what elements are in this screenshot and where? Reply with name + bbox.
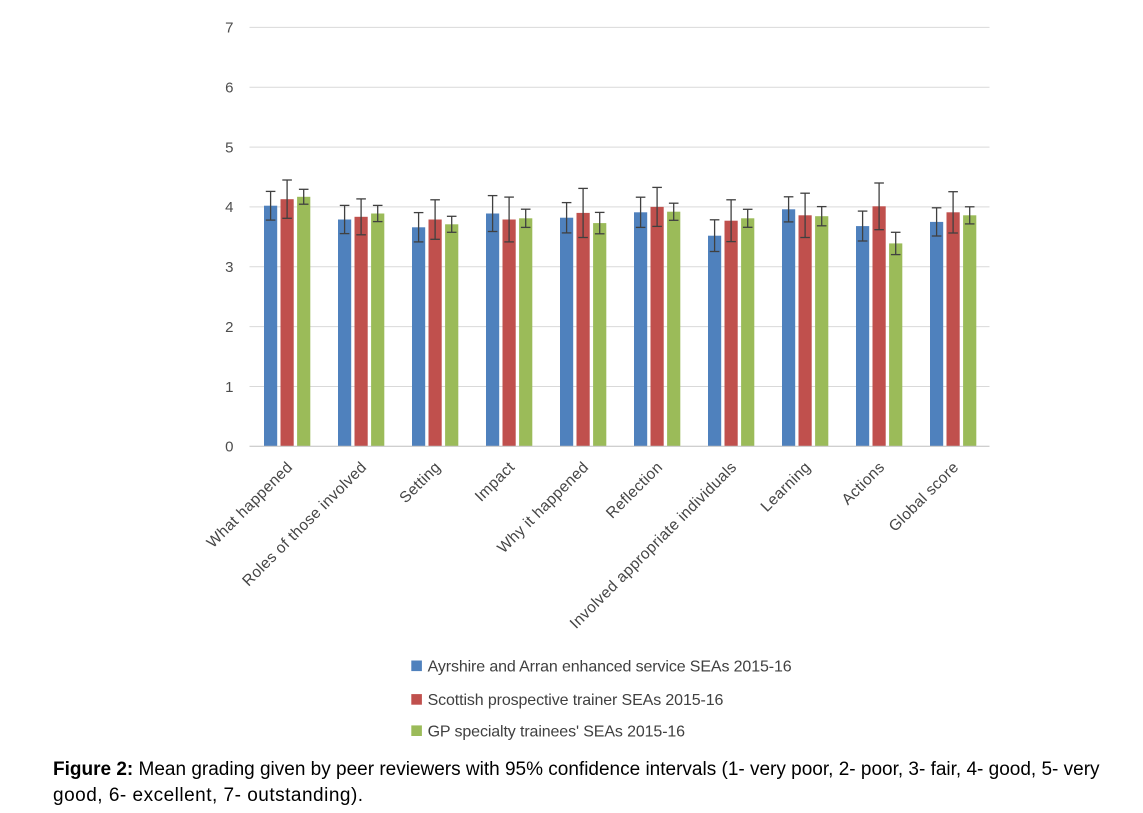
svg-text:4: 4: [225, 199, 233, 216]
svg-text:7: 7: [225, 20, 233, 37]
svg-text:3: 3: [225, 259, 233, 276]
svg-text:0: 0: [225, 439, 233, 456]
svg-text:Scottish prospective trainer S: Scottish prospective trainer SEAs 2015-1…: [428, 692, 724, 709]
svg-text:1: 1: [225, 379, 233, 396]
svg-text:Ayrshire and Arran enhanced se: Ayrshire and Arran enhanced service SEAs…: [428, 658, 792, 675]
svg-text:2: 2: [225, 319, 233, 336]
svg-text:6: 6: [225, 80, 233, 97]
svg-text:GP specialty trainees' SEAs 20: GP specialty trainees' SEAs 2015-16: [428, 723, 686, 740]
svg-text:5: 5: [225, 139, 233, 156]
